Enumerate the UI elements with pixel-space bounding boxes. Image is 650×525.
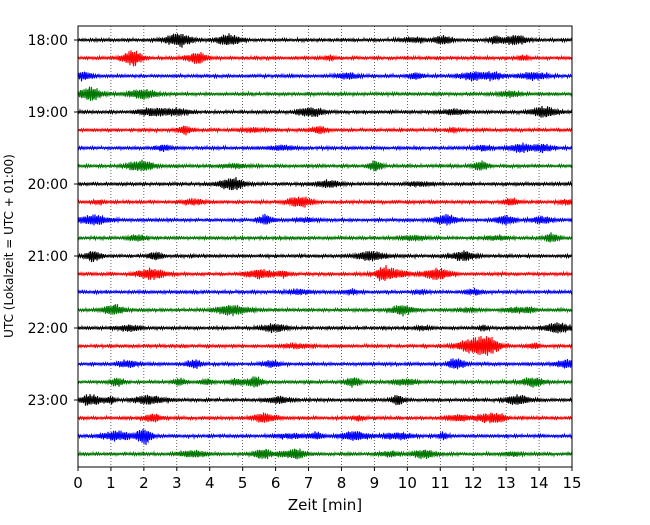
- trace-row-9: [77, 196, 573, 208]
- x-tick-label-12: 12: [464, 474, 483, 492]
- trace-row-16: [77, 322, 573, 334]
- trace-row-23: [77, 448, 573, 460]
- trace-row-12: [77, 250, 573, 263]
- x-axis-label: Zeit [min]: [288, 496, 362, 514]
- seismic-traces: [77, 33, 573, 460]
- trace-row-1: [77, 50, 573, 67]
- x-tick-label-1: 1: [106, 474, 116, 492]
- x-tick-label-10: 10: [398, 474, 417, 492]
- x-tick-label-5: 5: [238, 474, 248, 492]
- trace-row-22: [77, 428, 573, 446]
- trace-row-6: [77, 142, 573, 154]
- x-tick-label-8: 8: [337, 474, 347, 492]
- trace-row-0: [77, 33, 573, 48]
- y-axis-ticks: 18:00 19:00 20:00 21:00 22:00 23:00: [28, 33, 78, 409]
- trace-row-15: [77, 304, 573, 317]
- trace-row-19: [77, 376, 573, 388]
- y-tick-label-3: 21:00: [28, 249, 68, 265]
- x-tick-label-15: 15: [562, 474, 581, 492]
- trace-row-7: [77, 159, 573, 172]
- trace-row-20: [77, 394, 573, 406]
- x-tick-label-0: 0: [73, 474, 83, 492]
- trace-row-18: [77, 358, 573, 370]
- x-tick-label-14: 14: [530, 474, 549, 492]
- trace-row-14: [77, 287, 573, 297]
- trace-row-8: [77, 177, 573, 191]
- y-tick-label-0: 18:00: [28, 33, 68, 49]
- x-axis-ticks: 0 1 2 3 4 5 6 7 8 9 10 11 12 13 14 15: [73, 467, 582, 492]
- trace-row-17: [77, 336, 573, 356]
- y-tick-label-4: 22:00: [28, 321, 68, 337]
- trace-row-21: [77, 412, 573, 424]
- x-tick-label-13: 13: [497, 474, 516, 492]
- y-tick-label-2: 20:00: [28, 177, 68, 193]
- x-tick-label-11: 11: [431, 474, 450, 492]
- trace-row-4: [77, 105, 573, 118]
- plot-frame: [77, 25, 573, 468]
- x-tick-label-7: 7: [304, 474, 314, 492]
- x-tick-label-9: 9: [370, 474, 380, 492]
- y-axis-label: UTC (Lokalzeit = UTC + 01:00): [2, 154, 16, 338]
- trace-row-3: [77, 86, 573, 102]
- y-tick-label-5: 23:00: [28, 393, 68, 409]
- trace-row-5: [77, 125, 573, 136]
- trace-row-13: [77, 265, 573, 282]
- y-tick-label-1: 19:00: [28, 105, 68, 121]
- x-tick-label-2: 2: [139, 474, 149, 492]
- x-tick-label-4: 4: [205, 474, 215, 492]
- trace-row-10: [77, 213, 573, 226]
- x-tick-label-6: 6: [271, 474, 281, 492]
- trace-row-11: [77, 232, 573, 243]
- x-tick-label-3: 3: [172, 474, 182, 492]
- trace-row-2: [77, 71, 573, 82]
